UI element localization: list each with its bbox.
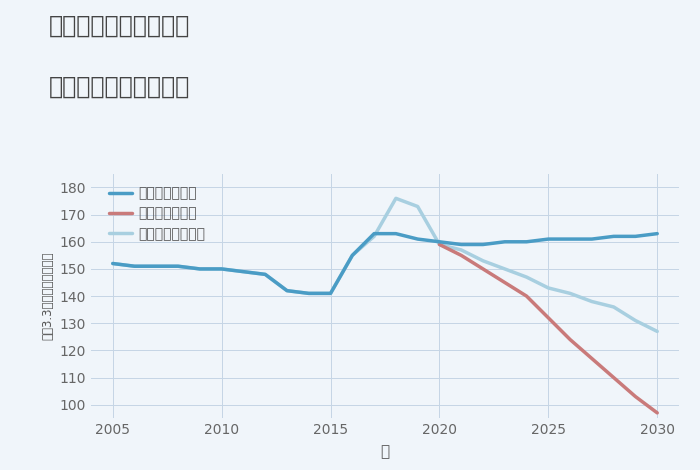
ノーマルシナリオ — [392, 196, 400, 201]
バッドシナリオ — [653, 410, 662, 415]
グッドシナリオ — [348, 252, 356, 258]
ノーマルシナリオ — [522, 274, 531, 280]
Line: ノーマルシナリオ: ノーマルシナリオ — [113, 198, 657, 331]
グッドシナリオ — [130, 263, 139, 269]
グッドシナリオ — [522, 239, 531, 244]
ノーマルシナリオ — [457, 247, 466, 253]
グッドシナリオ — [174, 263, 182, 269]
バッドシナリオ — [588, 356, 596, 361]
X-axis label: 年: 年 — [380, 444, 390, 459]
ノーマルシナリオ — [544, 285, 552, 291]
バッドシナリオ — [631, 394, 640, 399]
グッドシナリオ — [435, 239, 444, 244]
ノーマルシナリオ — [304, 290, 313, 296]
ノーマルシナリオ — [108, 261, 117, 266]
ノーマルシナリオ — [283, 288, 291, 293]
ノーマルシナリオ — [500, 266, 509, 272]
Legend: グッドシナリオ, バッドシナリオ, ノーマルシナリオ: グッドシナリオ, バッドシナリオ, ノーマルシナリオ — [104, 181, 211, 246]
バッドシナリオ — [566, 337, 574, 342]
ノーマルシナリオ — [261, 272, 270, 277]
Line: グッドシナリオ: グッドシナリオ — [113, 234, 657, 293]
グッドシナリオ — [610, 234, 618, 239]
バッドシナリオ — [500, 280, 509, 285]
ノーマルシナリオ — [348, 252, 356, 258]
ノーマルシナリオ — [196, 266, 204, 272]
グッドシナリオ — [414, 236, 422, 242]
ノーマルシナリオ — [588, 299, 596, 305]
バッドシナリオ — [544, 315, 552, 321]
グッドシナリオ — [108, 261, 117, 266]
ノーマルシナリオ — [130, 263, 139, 269]
グッドシナリオ — [152, 263, 160, 269]
グッドシナリオ — [653, 231, 662, 236]
グッドシナリオ — [588, 236, 596, 242]
グッドシナリオ — [500, 239, 509, 244]
バッドシナリオ — [522, 293, 531, 299]
グッドシナリオ — [218, 266, 226, 272]
Text: 兵庫県西宮市門前町の: 兵庫県西宮市門前町の — [49, 14, 190, 38]
バッドシナリオ — [457, 252, 466, 258]
グッドシナリオ — [457, 242, 466, 247]
ノーマルシナリオ — [610, 304, 618, 310]
ノーマルシナリオ — [653, 329, 662, 334]
グッドシナリオ — [479, 242, 487, 247]
ノーマルシナリオ — [239, 269, 248, 274]
ノーマルシナリオ — [370, 234, 378, 239]
グッドシナリオ — [566, 236, 574, 242]
ノーマルシナリオ — [566, 290, 574, 296]
グッドシナリオ — [370, 231, 378, 236]
ノーマルシナリオ — [414, 204, 422, 209]
ノーマルシナリオ — [479, 258, 487, 264]
ノーマルシナリオ — [326, 290, 335, 296]
ノーマルシナリオ — [174, 263, 182, 269]
ノーマルシナリオ — [218, 266, 226, 272]
グッドシナリオ — [392, 231, 400, 236]
ノーマルシナリオ — [152, 263, 160, 269]
バッドシナリオ — [435, 242, 444, 247]
Text: 中古戸建ての価格推移: 中古戸建ての価格推移 — [49, 75, 190, 99]
グッドシナリオ — [196, 266, 204, 272]
バッドシナリオ — [610, 375, 618, 380]
ノーマルシナリオ — [631, 318, 640, 323]
Y-axis label: 平（3.3㎡）単価（万円）: 平（3.3㎡）単価（万円） — [41, 252, 54, 340]
グッドシナリオ — [283, 288, 291, 293]
グッドシナリオ — [239, 269, 248, 274]
グッドシナリオ — [631, 234, 640, 239]
Line: バッドシナリオ: バッドシナリオ — [440, 244, 657, 413]
ノーマルシナリオ — [435, 242, 444, 247]
グッドシナリオ — [544, 236, 552, 242]
グッドシナリオ — [326, 290, 335, 296]
バッドシナリオ — [479, 266, 487, 272]
グッドシナリオ — [261, 272, 270, 277]
グッドシナリオ — [304, 290, 313, 296]
